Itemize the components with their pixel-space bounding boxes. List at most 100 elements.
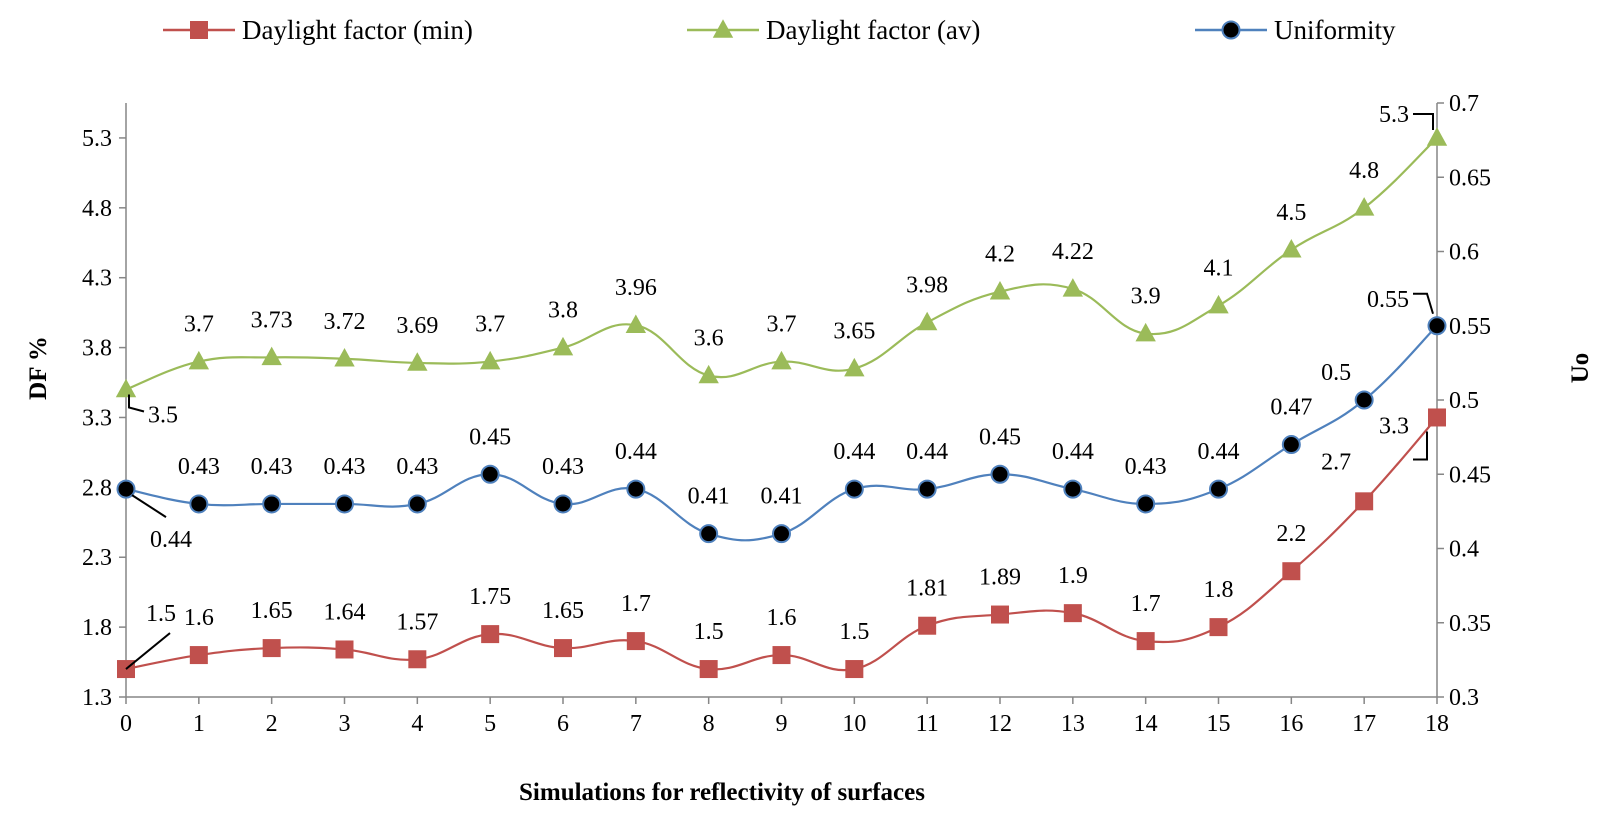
data-label: 0.45 xyxy=(979,424,1021,450)
leader-line xyxy=(125,632,171,670)
series-3-point xyxy=(626,479,646,499)
data-label: 1.65 xyxy=(542,598,584,624)
data-label: 3.6 xyxy=(694,326,724,352)
data-label: 0.47 xyxy=(1270,395,1312,421)
series-1-point xyxy=(772,646,791,665)
leader-line xyxy=(128,394,145,413)
series-3-point xyxy=(262,494,282,514)
legend-marker-2 xyxy=(712,19,734,38)
y-tick-label: 4.3 xyxy=(82,266,112,292)
series-2-point xyxy=(334,348,355,367)
series-1-point xyxy=(1209,618,1228,637)
data-label: 0.41 xyxy=(761,484,803,510)
series-line-2 xyxy=(125,137,1438,391)
y-tick-label: 1.8 xyxy=(82,615,112,641)
data-label: 1.75 xyxy=(469,584,511,610)
series-1-point xyxy=(481,625,500,644)
leader-line xyxy=(1413,112,1434,130)
series-2-point xyxy=(771,350,792,370)
data-label: 0.44 xyxy=(1052,439,1094,465)
data-label: 1.6 xyxy=(184,605,214,631)
data-label: 4.2 xyxy=(985,242,1015,268)
y-tick-label: 4.8 xyxy=(82,196,112,222)
series-1-point xyxy=(1355,492,1374,511)
data-label: 1.81 xyxy=(906,576,948,602)
series-2-point xyxy=(261,346,282,366)
series-1-point xyxy=(1428,408,1446,427)
x-tick-label: 4 xyxy=(411,711,423,737)
data-label: 5.3 xyxy=(1379,102,1409,128)
series-3-point xyxy=(116,479,136,499)
series-1-point xyxy=(699,660,718,679)
series-3-point xyxy=(699,524,719,544)
series-1-point xyxy=(626,632,645,651)
legend: Daylight factor (min) Daylight factor (av… xyxy=(163,15,1396,45)
data-label: 1.89 xyxy=(979,565,1021,591)
series-1-point xyxy=(408,650,427,669)
y2-tick-label: 0.7 xyxy=(1449,91,1479,117)
y2-tick-label: 0.5 xyxy=(1449,388,1479,414)
legend-marker-1 xyxy=(190,21,208,39)
data-label: 3.73 xyxy=(251,307,293,333)
data-label: 1.7 xyxy=(1131,591,1161,617)
series-3-point xyxy=(1136,494,1156,514)
series-2-point xyxy=(989,280,1011,300)
y2-tick-label: 0.35 xyxy=(1449,611,1491,637)
data-label: 4.5 xyxy=(1276,200,1306,226)
series-2-point xyxy=(1426,127,1448,146)
x-tick-label: 11 xyxy=(916,711,939,737)
data-label: 1.57 xyxy=(396,609,438,635)
x-tick-label: 0 xyxy=(120,711,132,737)
series-2-point xyxy=(115,378,137,398)
data-label: 0.45 xyxy=(469,424,511,450)
y-tick-label: 2.8 xyxy=(82,475,112,501)
data-label: 0.43 xyxy=(1125,454,1167,480)
leader-line xyxy=(131,494,167,518)
x-tick-label: 13 xyxy=(1061,711,1085,737)
series-3-point xyxy=(1427,316,1447,336)
series-3-point xyxy=(1063,479,1083,499)
y2-tick-label: 0.4 xyxy=(1449,537,1479,563)
series-lines xyxy=(125,137,1438,672)
x-tick-label: 10 xyxy=(842,711,866,737)
x-tick-label: 18 xyxy=(1425,711,1449,737)
series-1-point xyxy=(1282,562,1301,581)
data-label: 3.7 xyxy=(184,312,214,338)
data-label: 1.9 xyxy=(1058,563,1088,589)
y2-tick-label: 0.3 xyxy=(1449,685,1479,711)
series-2-point xyxy=(1135,322,1156,342)
series-2-point xyxy=(1281,239,1302,258)
legend-label-2: Daylight factor (av) xyxy=(766,15,980,45)
y2-axis-title: Uo xyxy=(1567,353,1594,384)
series-markers xyxy=(115,127,1448,679)
y2-tick-label: 0.65 xyxy=(1449,165,1491,191)
leader-line xyxy=(1413,292,1434,315)
x-tick-label: 7 xyxy=(630,711,642,737)
data-label: 3.98 xyxy=(906,272,948,298)
y2-tick-label: 0.55 xyxy=(1449,314,1491,340)
series-3-point xyxy=(189,494,209,514)
data-label: 0.44 xyxy=(906,439,948,465)
series-2-point xyxy=(1062,278,1084,297)
y-tick-label: 3.8 xyxy=(82,336,112,362)
series-3-point xyxy=(335,494,354,514)
data-label: 3.3 xyxy=(1379,413,1409,439)
data-label: 0.43 xyxy=(542,454,584,480)
series-2-point xyxy=(552,336,574,356)
series-2-point xyxy=(407,352,428,371)
series-1-point xyxy=(1063,604,1082,623)
series-3-point xyxy=(844,479,864,499)
x-tick-label: 1 xyxy=(193,711,205,737)
series-3-point xyxy=(407,494,427,514)
leader-line xyxy=(1413,431,1428,461)
series-2-point xyxy=(698,364,719,384)
data-label: 3.69 xyxy=(396,313,438,339)
legend-label-3: Uniformity xyxy=(1274,15,1396,45)
x-axis-title: Simulations for reflectivity of surfaces xyxy=(519,779,925,806)
x-tick-label: 16 xyxy=(1279,711,1303,737)
data-label: 3.96 xyxy=(615,275,657,301)
x-tick-label: 2 xyxy=(266,711,278,737)
data-label: 0.5 xyxy=(1321,360,1351,386)
y-axis-title: DF % xyxy=(25,336,52,400)
